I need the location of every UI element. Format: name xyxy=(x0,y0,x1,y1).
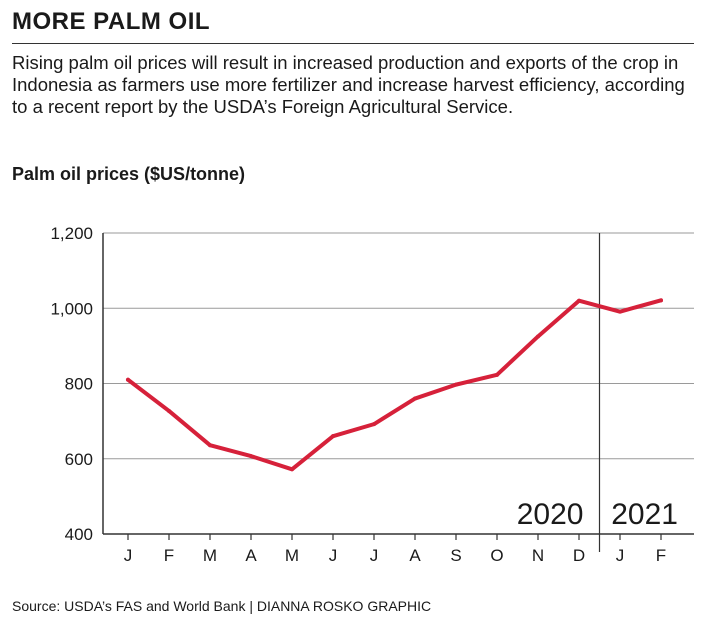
x-tick-label: J xyxy=(329,546,338,565)
series-layer xyxy=(126,298,663,472)
axis-layer xyxy=(102,233,694,552)
y-tick-label: 1,000 xyxy=(50,299,93,318)
data-point xyxy=(331,434,335,439)
x-tick-label: N xyxy=(532,546,544,565)
x-tick-label: J xyxy=(616,546,625,565)
grid-layer xyxy=(103,232,694,460)
source-credit: Source: USDA’s FAS and World Bank | DIAN… xyxy=(12,598,432,614)
x-tick-label: D xyxy=(573,546,585,565)
dek-text: Rising palm oil prices will result in in… xyxy=(12,52,685,117)
year-label-2020: 2020 xyxy=(517,498,584,531)
data-point xyxy=(126,377,130,382)
data-point xyxy=(577,298,581,303)
x-tick-label: M xyxy=(203,546,217,565)
headline-rule xyxy=(12,43,694,44)
data-point xyxy=(454,382,458,387)
data-point xyxy=(208,443,212,448)
x-tick-label: J xyxy=(124,546,133,565)
data-point xyxy=(536,334,540,339)
data-point xyxy=(372,422,376,427)
data-point xyxy=(290,467,294,472)
y-tick-label: 400 xyxy=(65,525,93,544)
data-point xyxy=(618,309,622,314)
x-tick-label: F xyxy=(656,546,666,565)
x-tick-label: M xyxy=(285,546,299,565)
x-tick-label: S xyxy=(450,546,461,565)
x-tick-label: J xyxy=(370,546,379,565)
y-tick-label: 600 xyxy=(65,450,93,469)
series-line-0 xyxy=(126,298,663,472)
y-tick-label: 1,200 xyxy=(50,224,93,243)
data-point xyxy=(413,396,417,401)
headline: MORE PALM OIL xyxy=(12,8,211,35)
x-tick-label: O xyxy=(490,546,503,565)
data-point xyxy=(249,454,253,459)
x-tick-label: F xyxy=(164,546,174,565)
y-tick-label: 800 xyxy=(65,375,93,394)
data-point xyxy=(659,298,663,303)
x-tick-label: A xyxy=(409,546,421,565)
chart-title: Palm oil prices ($US/tonne) xyxy=(12,164,246,184)
label-layer: 400 600 800 1,000 1,200 J F M A M J J A S O N D J F 2020 202… xyxy=(50,224,678,565)
x-tick-label: A xyxy=(245,546,257,565)
data-point xyxy=(495,372,499,377)
year-label-2021: 2021 xyxy=(611,498,678,531)
data-point xyxy=(167,408,171,413)
